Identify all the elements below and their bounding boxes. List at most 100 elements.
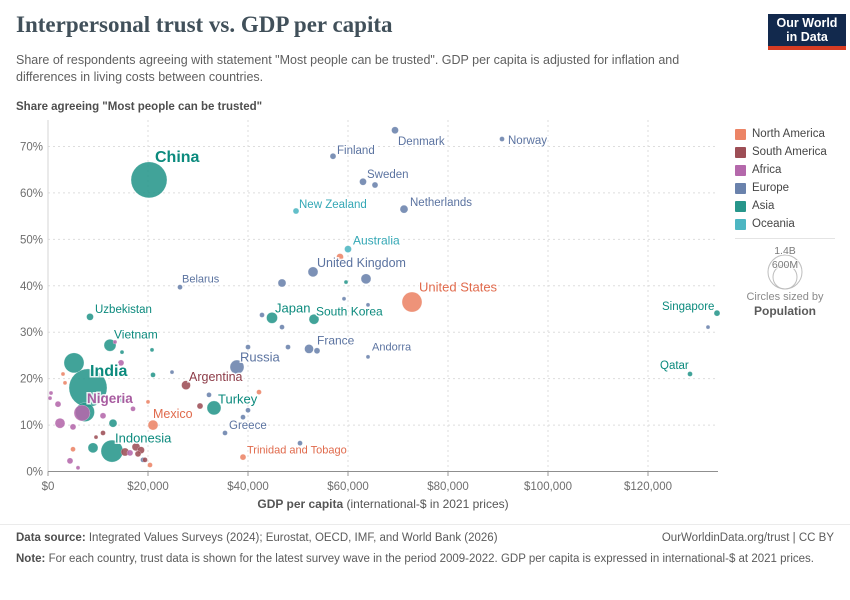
data-point[interactable]	[87, 442, 99, 454]
x-axis-title-bold: GDP per capita	[257, 497, 344, 511]
data-point[interactable]	[341, 296, 347, 302]
data-point-australia[interactable]	[344, 245, 352, 253]
data-point[interactable]	[119, 396, 127, 404]
country-label: Norway	[508, 135, 547, 147]
data-point-indonesia[interactable]	[100, 439, 124, 463]
owid-logo[interactable]: Our World in Data	[768, 14, 846, 50]
country-label: South Korea	[316, 304, 383, 318]
data-point[interactable]	[297, 440, 303, 446]
size-circle-inner	[772, 264, 798, 290]
data-point[interactable]	[134, 450, 142, 458]
legend-item-asia[interactable]: Asia	[735, 200, 847, 212]
data-point-andorra[interactable]	[365, 354, 371, 360]
legend-items: North America South America Africa Europe As…	[735, 128, 847, 230]
data-point-china[interactable]	[130, 161, 168, 199]
data-point[interactable]	[245, 407, 251, 413]
data-point[interactable]	[256, 389, 262, 395]
data-point[interactable]	[130, 406, 136, 412]
data-point-trinidad-and-tobago[interactable]	[239, 453, 247, 461]
data-point[interactable]	[48, 390, 54, 396]
data-point[interactable]	[150, 372, 156, 378]
data-point[interactable]	[54, 417, 66, 429]
data-point[interactable]	[343, 279, 349, 285]
data-point-greece[interactable]	[222, 430, 228, 436]
data-point-nigeria[interactable]	[73, 404, 91, 422]
owid-trust-link[interactable]: OurWorldinData.org/trust | CC BY	[661, 532, 834, 544]
country-label: Singapore	[662, 301, 714, 313]
data-point-netherlands[interactable]	[399, 204, 409, 214]
data-point[interactable]	[63, 352, 85, 374]
data-point[interactable]	[69, 423, 77, 431]
data-point-belarus[interactable]	[177, 284, 183, 290]
legend-item-south_america[interactable]: South America	[735, 146, 847, 158]
data-point-south-korea[interactable]	[308, 313, 320, 325]
data-point[interactable]	[62, 380, 68, 386]
page-title: Interpersonal trust vs. GDP per capita	[16, 12, 393, 37]
data-point-france[interactable]	[304, 344, 314, 354]
data-point-norway[interactable]	[499, 136, 505, 142]
data-point-sweden[interactable]	[359, 178, 367, 186]
data-point-turkey[interactable]	[206, 400, 222, 416]
data-point[interactable]	[70, 446, 76, 452]
data-point[interactable]	[240, 414, 246, 420]
data-point[interactable]	[313, 347, 321, 355]
country-label: Indonesia	[115, 430, 172, 445]
data-point[interactable]	[75, 465, 81, 471]
data-point-japan[interactable]	[266, 312, 278, 324]
footer-divider	[0, 524, 850, 525]
data-point-denmark[interactable]	[391, 126, 399, 134]
data-point[interactable]	[145, 399, 151, 405]
legend-label: Africa	[752, 164, 782, 176]
data-point[interactable]	[147, 462, 153, 468]
data-point[interactable]	[117, 359, 125, 367]
data-point[interactable]	[93, 434, 99, 440]
data-point[interactable]	[100, 430, 106, 436]
data-point[interactable]	[126, 449, 134, 457]
data-point[interactable]	[54, 400, 62, 408]
data-point-uzbekistan[interactable]	[86, 313, 94, 321]
data-point-argentina[interactable]	[181, 380, 191, 390]
data-point[interactable]	[60, 371, 66, 377]
data-point-united-kingdom[interactable]	[307, 266, 319, 278]
data-point[interactable]	[99, 412, 107, 420]
legend-item-africa[interactable]: Africa	[735, 164, 847, 176]
data-point[interactable]	[108, 418, 118, 428]
data-point[interactable]	[336, 253, 344, 261]
data-point[interactable]	[112, 339, 118, 345]
data-point-singapore[interactable]	[713, 309, 721, 317]
data-point-mexico[interactable]	[147, 419, 159, 431]
data-point[interactable]	[371, 181, 379, 189]
data-point[interactable]	[196, 402, 204, 410]
data-point[interactable]	[245, 344, 251, 350]
size-inner-label: 600M	[772, 259, 798, 271]
country-label: United States	[419, 279, 498, 294]
data-point[interactable]	[360, 273, 372, 285]
data-point-india[interactable]	[68, 368, 108, 408]
data-point-new-zealand[interactable]	[292, 207, 300, 215]
data-point[interactable]	[47, 395, 53, 401]
y-axis-tick-label: 30%	[20, 327, 43, 339]
data-point[interactable]	[142, 457, 148, 463]
legend-item-oceania[interactable]: Oceania	[735, 218, 847, 230]
data-point[interactable]	[259, 312, 265, 318]
data-point[interactable]	[119, 349, 125, 355]
legend-item-europe[interactable]: Europe	[735, 182, 847, 194]
legend-item-north_america[interactable]: North America	[735, 128, 847, 140]
data-point[interactable]	[279, 324, 285, 330]
data-point[interactable]	[169, 369, 175, 375]
data-point-russia[interactable]	[229, 359, 245, 375]
data-point-qatar[interactable]	[687, 371, 693, 377]
legend-swatch-africa	[735, 164, 746, 176]
data-point[interactable]	[705, 324, 711, 330]
data-point-united-states[interactable]	[401, 291, 423, 313]
data-point-finland[interactable]	[329, 152, 337, 160]
data-point[interactable]	[277, 278, 287, 288]
country-label: Qatar	[660, 360, 689, 372]
data-point[interactable]	[365, 302, 371, 308]
data-point[interactable]	[66, 457, 74, 465]
data-point[interactable]	[285, 344, 291, 350]
data-point[interactable]	[149, 347, 155, 353]
y-axis-title: Share agreeing "Most people can be trust…	[16, 101, 263, 113]
data-point[interactable]	[206, 392, 212, 398]
